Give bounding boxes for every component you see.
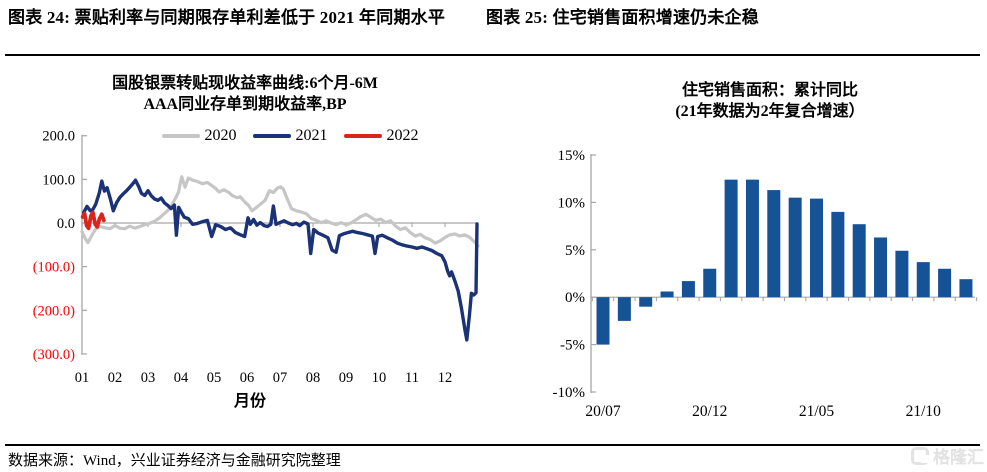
x-axis-tick-label: 08 [306, 370, 321, 386]
x-axis-tick-label: 06 [240, 370, 255, 386]
y-axis-tick-label: (300.0) [33, 347, 75, 363]
data-source-note: 数据来源：Wind，兴业证券经济与金融研究院整理 [8, 453, 341, 469]
x-axis-tick-label: 21/10 [906, 403, 942, 420]
series-line-2020 [80, 175, 480, 248]
line-chart-legend: 2020 2021 2022 [95, 127, 485, 145]
series-line-2021 [81, 178, 479, 342]
x-axis-tick-label: 10 [372, 370, 387, 386]
y-axis-tick-label: 10% [558, 195, 586, 211]
x-axis-tick-label: 11 [405, 370, 419, 386]
bar-21/07 [852, 224, 866, 298]
x-axis-tick-label: 02 [108, 370, 123, 386]
bar-21/12 [959, 279, 973, 298]
line-chart-title-line2: AAA同业存单到期收益率,BP [143, 96, 347, 113]
x-axis-tick-label: 07 [273, 370, 288, 386]
legend-item-2020: 2020 [161, 127, 237, 145]
housing-sales-bar-chart: 15% 10% 5% 0% -5% -10% 20/07 20/12 21/05 21/10 [553, 148, 978, 420]
caption-divider [5, 54, 980, 56]
bar-21/11 [938, 268, 952, 298]
discount-rate-spread-line-chart: 200.0 100.0 0.0 (100.0) (200.0) (300.0)01 02 03… [33, 129, 480, 386]
legend-label-2022: 2022 [386, 127, 419, 144]
legend-item-2021: 2021 [252, 127, 328, 145]
y-axis-tick-label: 0% [565, 290, 585, 306]
x-axis-tick-label: 03 [141, 370, 156, 386]
bar-chart-title: 住宅销售面积：累计同比 (21年数据为2年复合增速） [555, 80, 985, 122]
gelonghui-logo-icon [911, 446, 929, 465]
x-axis-tick-label: 21/05 [799, 403, 835, 420]
legend-swatch-2022-icon [343, 134, 382, 138]
x-axis-tick-label: 09 [339, 370, 354, 386]
bar-20/09 [639, 297, 653, 307]
bar-20/07 [596, 297, 610, 345]
y-axis-tick-label: -5% [560, 338, 585, 354]
x-axis-tick-label: 05 [207, 370, 222, 386]
x-axis-tick-label: 01 [75, 370, 90, 386]
bar-chart-title-line2: (21年数据为2年复合增速） [675, 103, 865, 120]
figure-caption-right: 图表 25: 住宅销售面积增速仍未企稳 [486, 8, 759, 27]
line-chart-title: 国股银票转贴现收益率曲线:6个月-6M AAA同业存单到期收益率,BP [30, 73, 460, 115]
legend-label-2020: 2020 [204, 127, 237, 144]
gelonghui-watermark: 格隆汇 [911, 443, 984, 468]
y-axis-tick-label: 5% [565, 243, 585, 259]
bar-20/10 [660, 291, 674, 298]
y-axis-tick-label: 100.0 [42, 172, 75, 188]
legend-swatch-2021-icon [252, 134, 291, 138]
y-axis-tick-label: 200.0 [42, 129, 75, 145]
legend-swatch-2020-icon [161, 134, 200, 138]
source-divider [5, 444, 980, 446]
x-axis-tick-label: 20/07 [585, 403, 621, 420]
line-chart-title-line1: 国股银票转贴现收益率曲线:6个月-6M [112, 75, 378, 92]
y-axis-tick-label: (200.0) [33, 303, 75, 319]
bar-21/05 [810, 198, 823, 298]
series-line-2022 [80, 210, 106, 231]
x-axis-tick-label: 20/12 [692, 403, 727, 420]
y-axis-tick-label: 15% [558, 148, 586, 164]
bar-21/03 [767, 190, 781, 298]
x-axis-tick-label: 12 [438, 370, 453, 386]
bar-20/11 [681, 281, 695, 298]
figure-caption-left: 图表 24: 票贴利率与同期限存单利差低于 2021 年同期水平 [8, 8, 446, 27]
bar-20/12 [703, 268, 717, 298]
legend-label-2021: 2021 [295, 127, 328, 144]
bar-21/10 [916, 262, 930, 298]
legend-item-2022: 2022 [343, 127, 419, 145]
bar-21/08 [874, 237, 888, 298]
bar-21/09 [895, 250, 909, 298]
bar-21/04 [788, 197, 802, 298]
y-axis-tick-label: (100.0) [33, 260, 75, 276]
gelonghui-watermark-text: 格隆汇 [933, 448, 984, 467]
bar-21/01 [724, 179, 738, 298]
line-chart-x-axis-title: 月份 [233, 393, 266, 410]
bar-20/08 [617, 297, 631, 321]
bar-21/02 [745, 179, 759, 298]
bar-chart-title-line1: 住宅销售面积：累计同比 [681, 82, 858, 99]
bar-21/06 [831, 211, 845, 298]
y-axis-tick-label: -10% [553, 385, 586, 401]
x-axis-tick-label: 04 [174, 370, 189, 386]
y-axis-tick-label: 0.0 [57, 216, 75, 232]
